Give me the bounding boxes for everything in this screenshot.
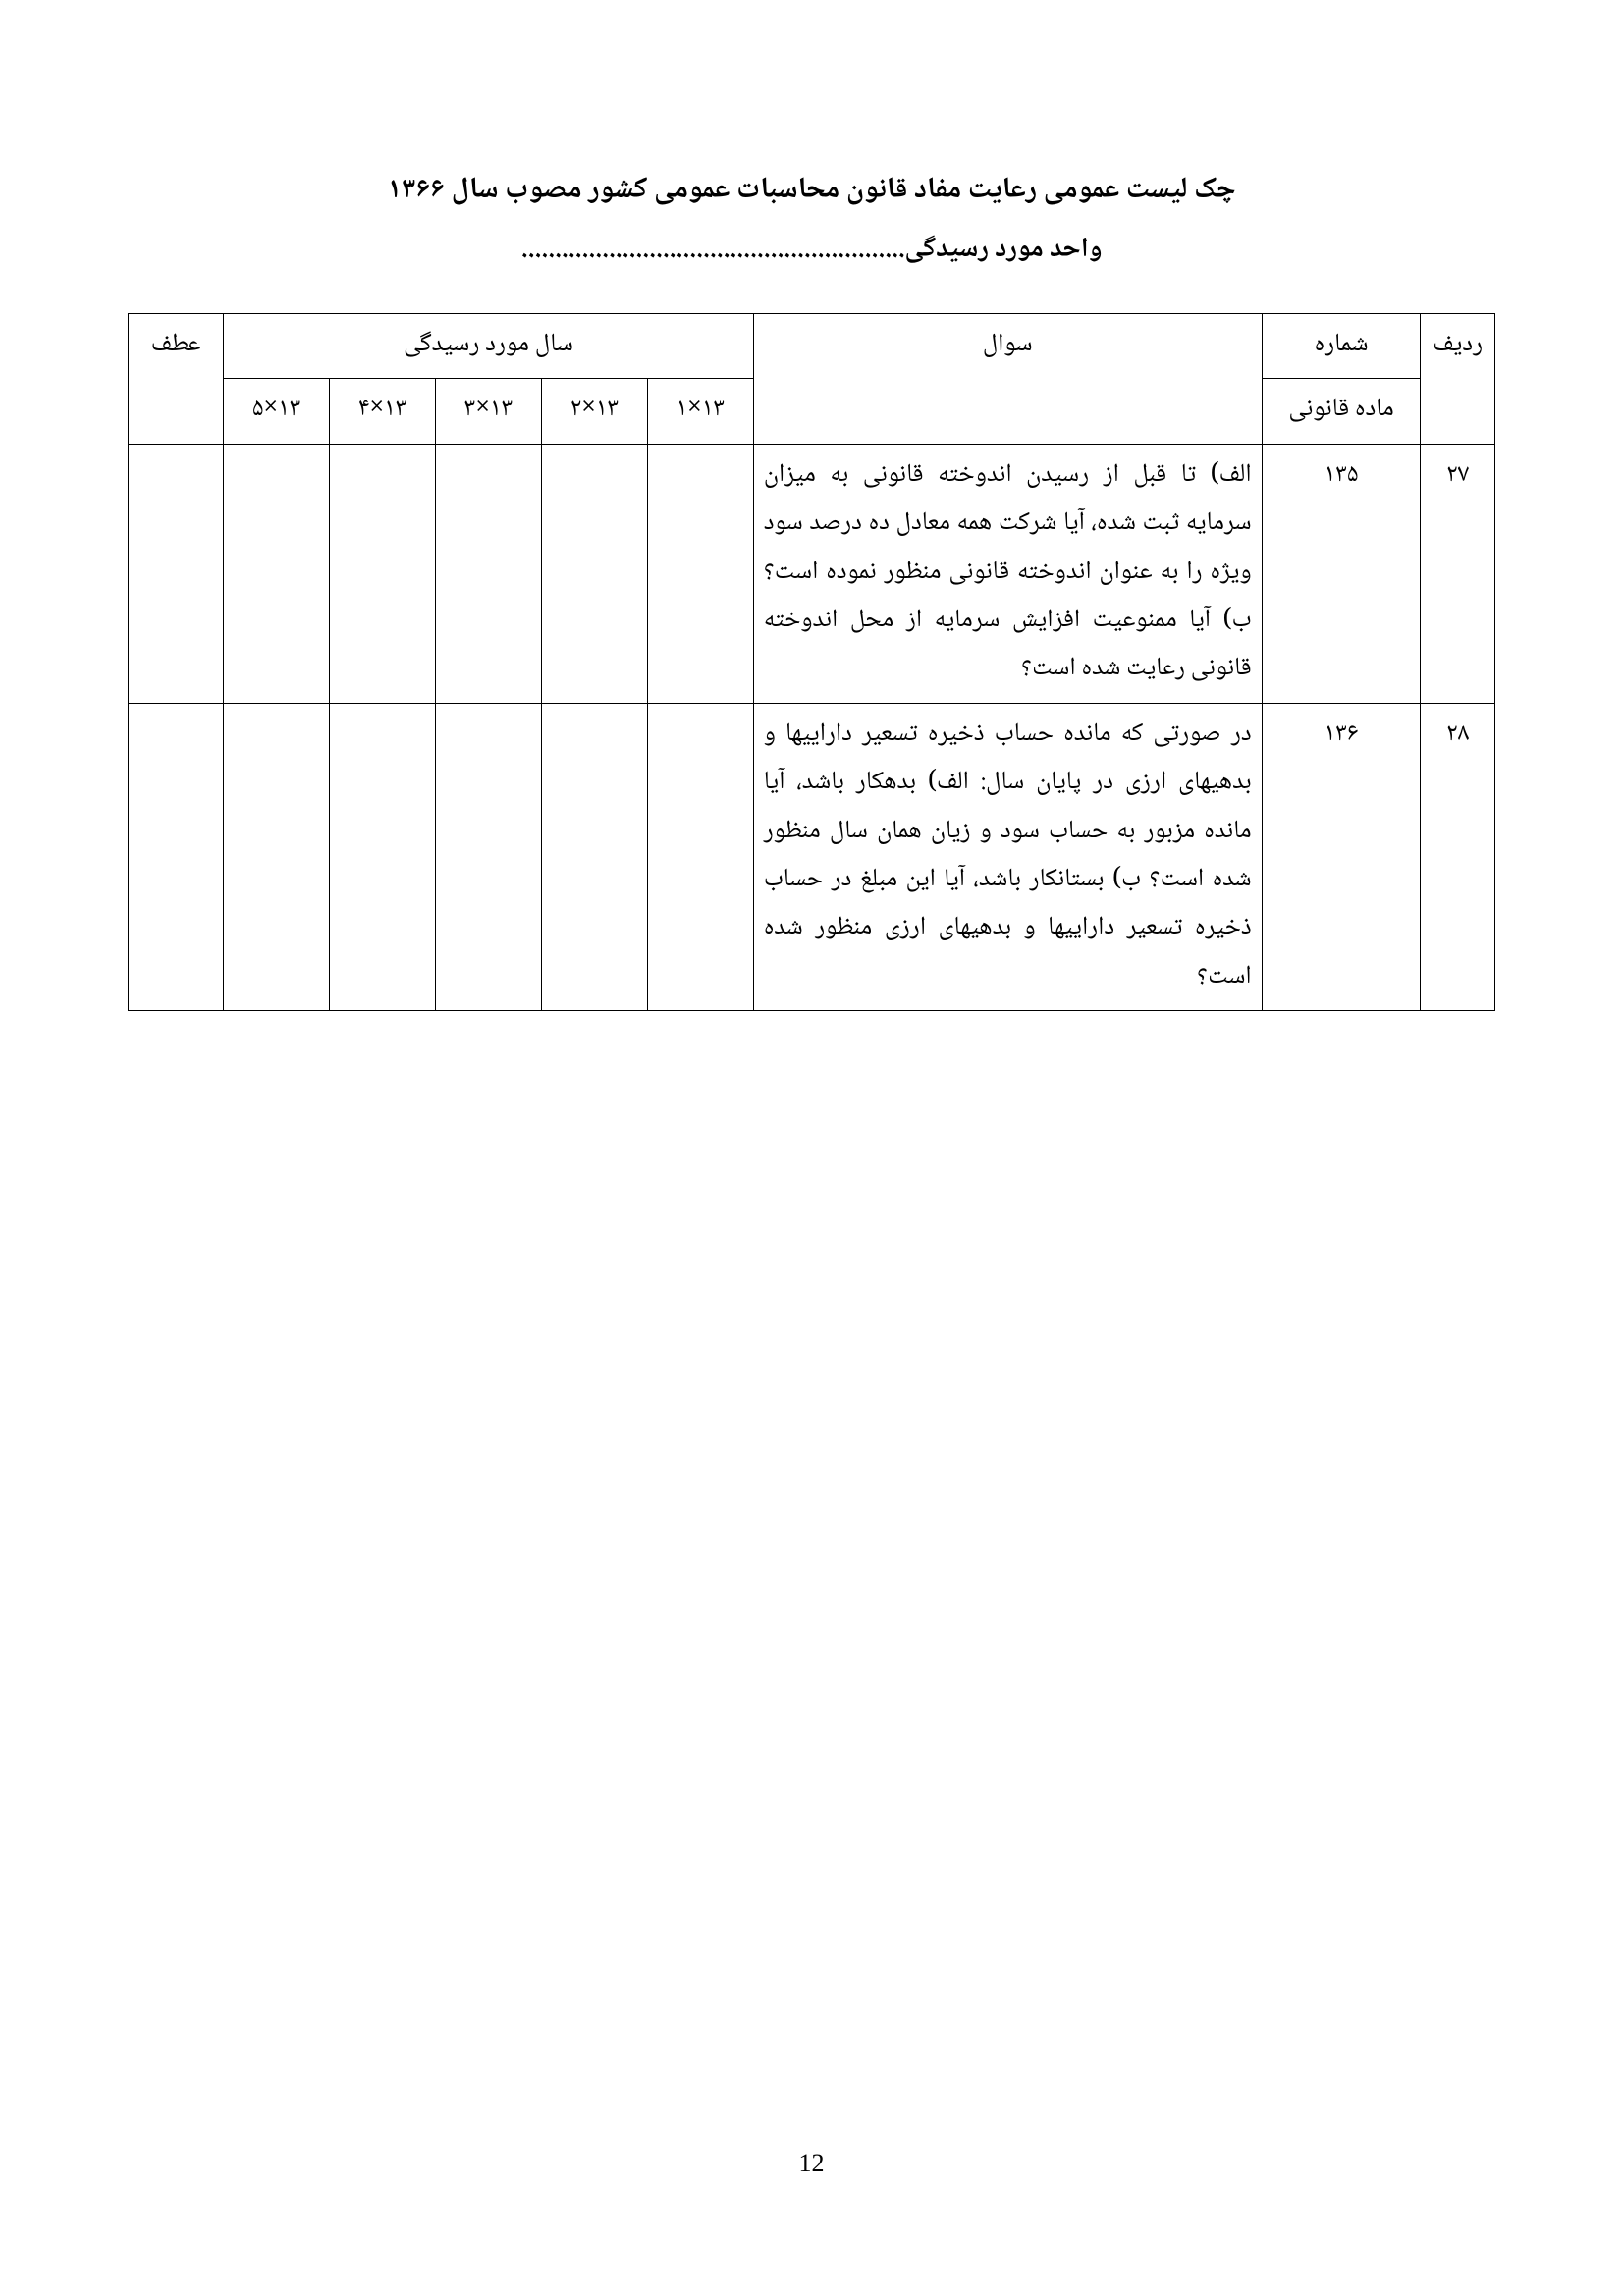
cell-soal: در صورتی که مانده حساب ذخیره تسعیر دارای… — [753, 703, 1262, 1010]
th-radif: ردیف — [1421, 314, 1495, 445]
table-body: ۲۷ ۱۳۵ الف) تا قبل از رسیدن اندوخته قانو… — [129, 444, 1495, 1010]
cell-atf — [129, 703, 224, 1010]
th-year-4: ۱۳×۴ — [330, 379, 436, 444]
th-years-group: سال مورد رسیدگی — [224, 314, 754, 379]
cell-radif: ۲۸ — [1421, 703, 1495, 1010]
cell-y4 — [330, 703, 436, 1010]
cell-y5 — [224, 444, 330, 703]
table-row: ۲۷ ۱۳۵ الف) تا قبل از رسیدن اندوخته قانو… — [129, 444, 1495, 703]
cell-y3 — [436, 703, 542, 1010]
cell-y3 — [436, 444, 542, 703]
cell-y2 — [541, 444, 647, 703]
document-subtitle: واحد مورد رسیدگی........................… — [128, 227, 1495, 274]
th-madeh-sub: ماده قانونی — [1262, 379, 1421, 444]
cell-radif: ۲۷ — [1421, 444, 1495, 703]
cell-y2 — [541, 703, 647, 1010]
cell-atf — [129, 444, 224, 703]
th-year-2: ۱۳×۲ — [541, 379, 647, 444]
cell-y5 — [224, 703, 330, 1010]
cell-madeh: ۱۳۶ — [1262, 703, 1421, 1010]
th-soal: سوال — [753, 314, 1262, 445]
cell-y4 — [330, 444, 436, 703]
page: چک لیست عمومی رعایت مفاد قانون محاسبات ع… — [0, 0, 1623, 2296]
th-year-5: ۱۳×۵ — [224, 379, 330, 444]
th-year-1: ۱۳×۱ — [647, 379, 753, 444]
checklist-table: ردیف شماره سوال سال مورد رسیدگی عطف ماده… — [128, 313, 1495, 1011]
cell-madeh: ۱۳۵ — [1262, 444, 1421, 703]
table-head: ردیف شماره سوال سال مورد رسیدگی عطف ماده… — [129, 314, 1495, 445]
document-title: چک لیست عمومی رعایت مفاد قانون محاسبات ع… — [128, 167, 1495, 217]
cell-y1 — [647, 444, 753, 703]
th-atf: عطف — [129, 314, 224, 445]
cell-y1 — [647, 703, 753, 1010]
cell-soal: الف) تا قبل از رسیدن اندوخته قانونی به م… — [753, 444, 1262, 703]
th-year-3: ۱۳×۳ — [436, 379, 542, 444]
page-number: 12 — [0, 2149, 1623, 2178]
table-row: ۲۸ ۱۳۶ در صورتی که مانده حساب ذخیره تسعی… — [129, 703, 1495, 1010]
th-madeh-top: شماره — [1262, 314, 1421, 379]
